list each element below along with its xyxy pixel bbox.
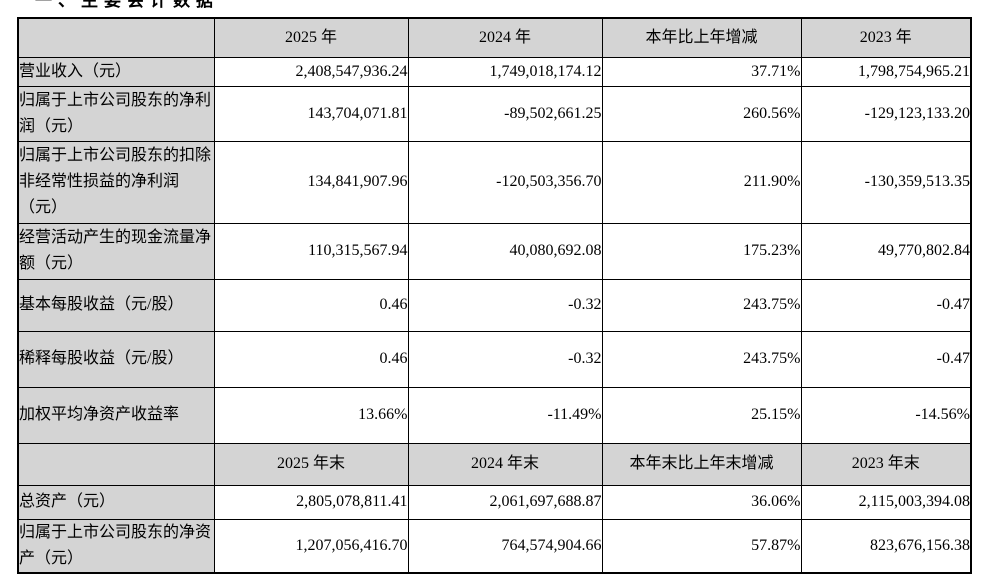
cell-value: 243.75% <box>601 278 802 332</box>
row-label: 总资产（元） <box>17 484 215 520</box>
cell-value: -0.32 <box>407 330 603 388</box>
table-row-net-profit-excl-nonrecurring: 归属于上市公司股东的扣除非经常性损益的净利润（元） 134,841,907.96… <box>17 140 972 224</box>
cell-value: -0.32 <box>407 278 603 332</box>
row-label: 归属于上市公司股东的扣除非经常性损益的净利润（元） <box>17 140 215 224</box>
header-cell-blank <box>17 17 215 58</box>
header-cell-year-end-change: 本年末比上年末增减 <box>601 442 802 486</box>
row-label: 归属于上市公司股东的净资产（元） <box>17 518 215 573</box>
cell-value: 1,207,056,416.70 <box>213 518 409 573</box>
cell-value: 37.71% <box>601 56 802 87</box>
row-label: 经营活动产生的现金流量净额（元） <box>17 222 215 280</box>
cell-value: 823,676,156.38 <box>800 518 972 573</box>
table-row-basic-eps: 基本每股收益（元/股） 0.46 -0.32 243.75% -0.47 <box>17 278 972 332</box>
cell-value: -0.47 <box>800 278 972 332</box>
header-cell-2025-end: 2025 年末 <box>213 442 409 486</box>
cell-value: 1,798,754,965.21 <box>800 56 972 87</box>
cell-value: 243.75% <box>601 330 802 388</box>
row-label: 营业收入（元） <box>17 56 215 87</box>
table-header-row-year-end: 2025 年末 2024 年末 本年末比上年末增减 2023 年末 <box>17 442 972 486</box>
key-financials-table: 2025 年 2024 年 本年比上年增减 2023 年 营业收入（元） 2,4… <box>17 17 972 574</box>
table-row-total-assets: 总资产（元） 2,805,078,811.41 2,061,697,688.87… <box>17 484 972 520</box>
cell-value: 134,841,907.96 <box>213 140 409 224</box>
row-label: 稀释每股收益（元/股） <box>17 330 215 388</box>
cell-value: 110,315,567.94 <box>213 222 409 280</box>
cell-value: 260.56% <box>601 85 802 142</box>
cell-value: 764,574,904.66 <box>407 518 603 573</box>
cell-value: -129,123,133.20 <box>800 85 972 142</box>
cell-value: 2,805,078,811.41 <box>213 484 409 520</box>
cell-value: -11.49% <box>407 386 603 444</box>
cell-value: 1,749,018,174.12 <box>407 56 603 87</box>
cell-value: 211.90% <box>601 140 802 224</box>
table-header-row-annual: 2025 年 2024 年 本年比上年增减 2023 年 <box>17 17 972 58</box>
header-cell-blank <box>17 442 215 486</box>
table-row-revenue: 营业收入（元） 2,408,547,936.24 1,749,018,174.1… <box>17 56 972 87</box>
cell-value: -130,359,513.35 <box>800 140 972 224</box>
section-heading-text: 一、主要会计数据 <box>35 0 335 8</box>
row-label: 归属于上市公司股东的净利润（元） <box>17 85 215 142</box>
cell-value: -14.56% <box>800 386 972 444</box>
cell-value: 40,080,692.08 <box>407 222 603 280</box>
cell-value: 143,704,071.81 <box>213 85 409 142</box>
row-label: 加权平均净资产收益率 <box>17 386 215 444</box>
row-label: 基本每股收益（元/股） <box>17 278 215 332</box>
cell-value: -89,502,661.25 <box>407 85 603 142</box>
cell-value: -0.47 <box>800 330 972 388</box>
cell-value: 13.66% <box>213 386 409 444</box>
header-cell-2023: 2023 年 <box>800 17 972 58</box>
header-cell-2025: 2025 年 <box>213 17 409 58</box>
cell-value: 25.15% <box>601 386 802 444</box>
cell-value: 2,061,697,688.87 <box>407 484 603 520</box>
cell-value: 175.23% <box>601 222 802 280</box>
table-row-net-assets: 归属于上市公司股东的净资产（元） 1,207,056,416.70 764,57… <box>17 518 972 573</box>
header-cell-2023-end: 2023 年末 <box>800 442 972 486</box>
cell-value: -120,503,356.70 <box>407 140 603 224</box>
table-row-diluted-eps: 稀释每股收益（元/股） 0.46 -0.32 243.75% -0.47 <box>17 330 972 388</box>
cell-value: 36.06% <box>601 484 802 520</box>
cell-value: 0.46 <box>213 330 409 388</box>
table-row-net-profit: 归属于上市公司股东的净利润（元） 143,704,071.81 -89,502,… <box>17 85 972 142</box>
cell-value: 0.46 <box>213 278 409 332</box>
header-cell-2024: 2024 年 <box>407 17 603 58</box>
table-row-weighted-avg-roe: 加权平均净资产收益率 13.66% -11.49% 25.15% -14.56% <box>17 386 972 444</box>
header-cell-yoy-change: 本年比上年增减 <box>601 17 802 58</box>
table-row-operating-cash-flow: 经营活动产生的现金流量净额（元） 110,315,567.94 40,080,6… <box>17 222 972 280</box>
cell-value: 2,115,003,394.08 <box>800 484 972 520</box>
header-cell-2024-end: 2024 年末 <box>407 442 603 486</box>
section-heading-clipped: 一、主要会计数据 <box>35 0 335 8</box>
cell-value: 49,770,802.84 <box>800 222 972 280</box>
cell-value: 2,408,547,936.24 <box>213 56 409 87</box>
cell-value: 57.87% <box>601 518 802 573</box>
